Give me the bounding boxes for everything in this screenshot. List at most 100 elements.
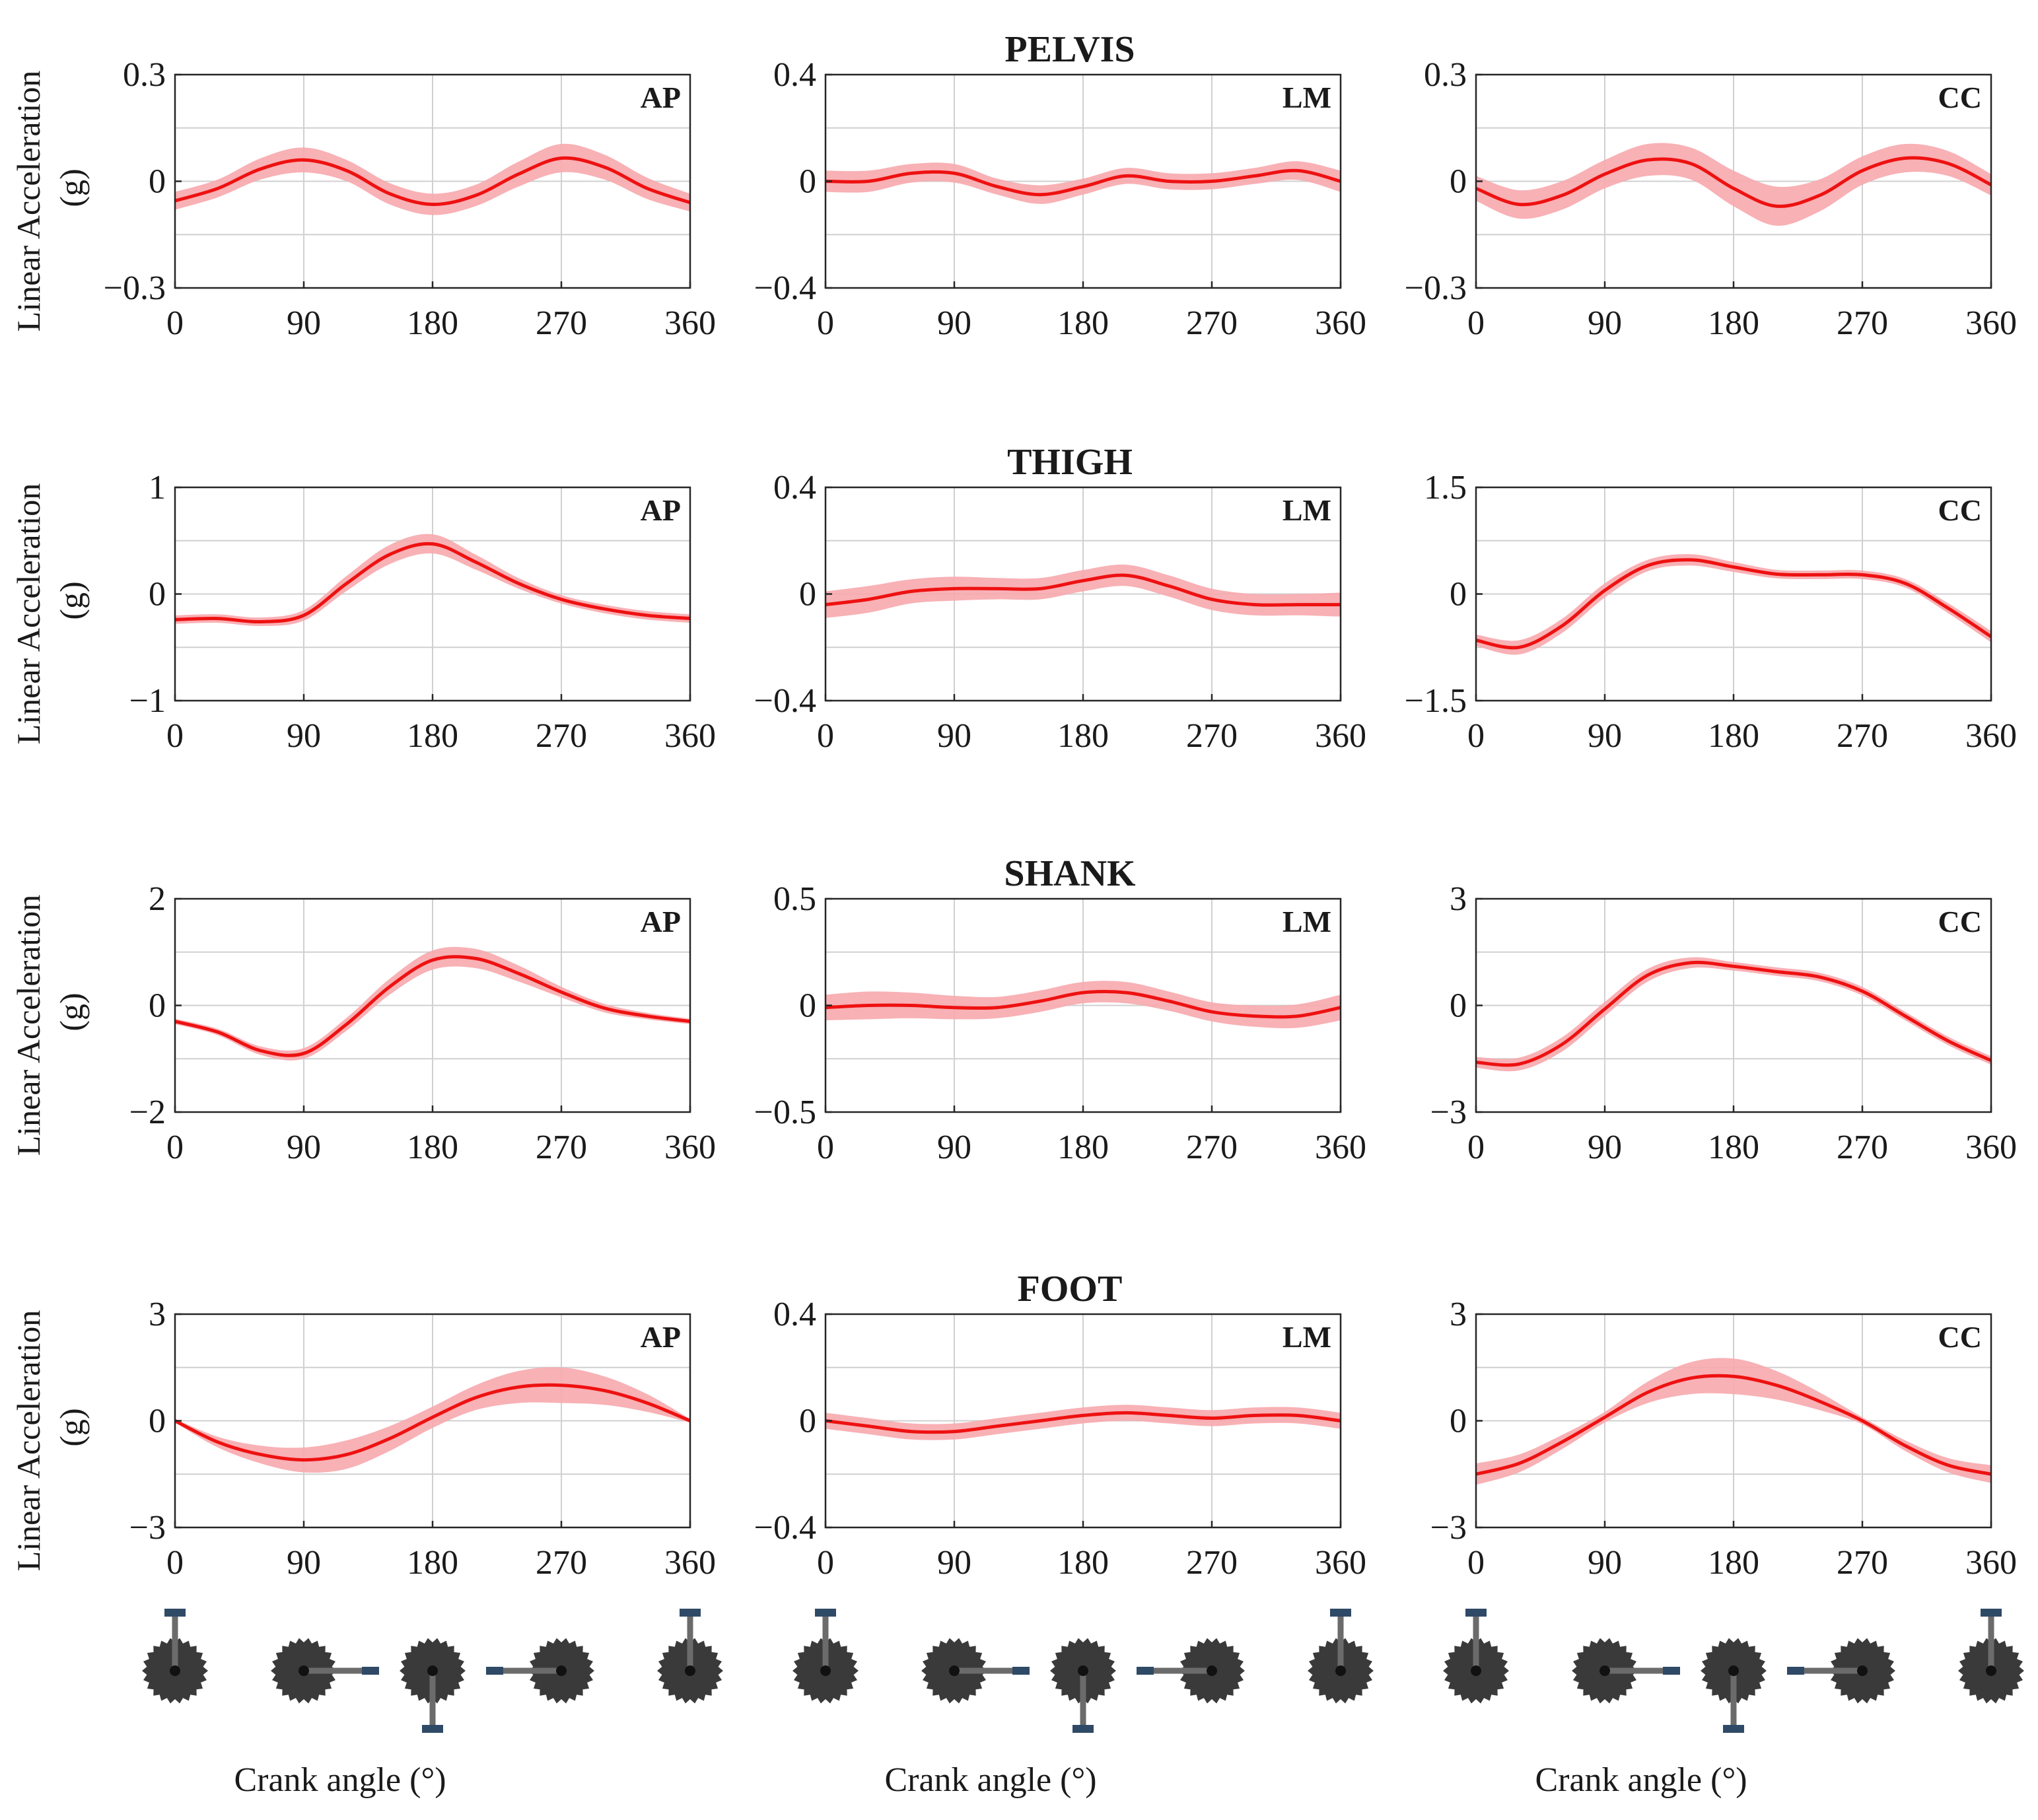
crank-axle (1335, 1665, 1346, 1676)
mean-line (174, 156, 691, 207)
x-tick-label: 360 (1965, 1544, 2017, 1582)
x-tick-label: 360 (664, 1129, 716, 1166)
x-tick-label: 360 (1965, 304, 2017, 342)
crank-axle (1078, 1665, 1088, 1676)
crank-axle (1471, 1665, 1481, 1676)
sd-band (826, 564, 1341, 618)
crank-icon (1137, 1638, 1245, 1704)
y-axis-unit: (g) (53, 581, 90, 619)
y-axis-unit: (g) (53, 993, 90, 1031)
component-label: AP (641, 905, 681, 938)
x-tick-label: 0 (817, 1544, 834, 1582)
x-tick-label: 90 (937, 717, 971, 755)
component-label: AP (641, 81, 681, 114)
component-label: CC (1938, 81, 1982, 114)
x-tick-label: 270 (1837, 717, 1888, 755)
y-tick-label: 0 (799, 987, 816, 1025)
pedal (680, 1609, 701, 1617)
y-tick-label: −3 (1430, 1094, 1467, 1131)
y-tick-label: 0.5 (773, 880, 816, 918)
chart-panel: 0 90 180 270 360−1.501.5CC (1405, 469, 2017, 755)
x-tick-label: 90 (287, 1544, 321, 1582)
x-tick-label: 180 (1057, 717, 1109, 755)
y-axis-label: Linear Acceleration (10, 71, 47, 332)
x-tick-label: 0 (1467, 717, 1485, 755)
crank-axle (1207, 1665, 1217, 1676)
sd-band (1476, 957, 1991, 1072)
chart-panel: 0 90 180 270 360−0.500.5LM (754, 880, 1366, 1166)
x-tick-label: 360 (1315, 717, 1366, 755)
y-tick-label: 3 (1450, 1296, 1467, 1333)
y-tick-label: 3 (1450, 880, 1467, 918)
y-tick-label: −0.4 (754, 1509, 816, 1547)
x-tick-label: 0 (1467, 1544, 1485, 1582)
chart-panel: 0 90 180 270 360−0.400.4LM (754, 56, 1366, 342)
y-tick-label: 0 (799, 1403, 816, 1440)
y-tick-label: 0.3 (123, 56, 166, 94)
x-tick-label: 180 (407, 717, 458, 755)
x-tick-label: 0 (166, 1129, 184, 1166)
crank-axle (949, 1665, 960, 1676)
y-axis-label: Linear Acceleration (10, 1310, 47, 1572)
y-tick-label: −0.5 (754, 1094, 816, 1131)
y-tick-label: −0.4 (754, 682, 816, 720)
y-tick-label: 0.4 (773, 56, 816, 94)
y-tick-label: 3 (149, 1296, 166, 1333)
x-tick-label: 270 (1186, 1129, 1238, 1166)
y-axis-unit: (g) (53, 168, 90, 207)
crank-icon (657, 1609, 723, 1704)
x-tick-label: 90 (937, 1129, 971, 1166)
x-tick-label: 90 (1588, 1544, 1622, 1582)
y-tick-label: −2 (129, 1094, 166, 1131)
crank-icon (921, 1638, 1030, 1704)
x-tick-label: 0 (166, 1544, 184, 1582)
x-tick-label: 180 (1708, 1129, 1759, 1166)
x-tick-label: 180 (407, 1544, 458, 1582)
mean-line (174, 542, 691, 624)
crank-axle (1986, 1665, 1996, 1676)
crank-axle (427, 1665, 438, 1676)
x-tick-label: 90 (1588, 304, 1622, 342)
y-tick-label: 0 (149, 1403, 166, 1440)
sd-band (175, 534, 690, 627)
x-tick-label: 270 (1837, 1129, 1888, 1166)
x-tick-label: 0 (166, 304, 184, 342)
crank-icon (1787, 1638, 1895, 1704)
pedal (362, 1667, 379, 1675)
component-label: CC (1938, 1320, 1982, 1354)
component-label: AP (641, 493, 681, 527)
y-tick-label: −1 (129, 682, 166, 720)
x-tick-label: 360 (1315, 304, 1366, 342)
crank-icon (142, 1609, 208, 1704)
crank-icon (1308, 1609, 1374, 1704)
mean-line (825, 990, 1341, 1019)
row-title: PELVIS (1004, 29, 1135, 70)
x-tick-label: 270 (536, 717, 587, 755)
x-tick-label: 90 (287, 1129, 321, 1166)
x-tick-label: 360 (664, 304, 716, 342)
crank-icon (1050, 1638, 1116, 1733)
crank-icon (400, 1638, 466, 1733)
sd-band (175, 143, 690, 215)
y-tick-label: 0 (149, 576, 166, 613)
mean-line (825, 168, 1341, 197)
y-tick-label: 1.5 (1424, 469, 1467, 507)
x-tick-label: 270 (1186, 304, 1238, 342)
component-label: AP (641, 1320, 681, 1354)
x-tick-label: 0 (817, 304, 834, 342)
mean-line (174, 1383, 691, 1462)
component-label: LM (1283, 905, 1331, 938)
pedal (1981, 1609, 2002, 1617)
chart-panel: 0 90 180 270 360−0.300.3AP (104, 56, 716, 342)
x-tick-label: 180 (1708, 304, 1759, 342)
chart-panel: 0 90 180 270 360−0.300.3CC (1405, 56, 2017, 342)
y-tick-label: −3 (1430, 1509, 1467, 1547)
crank-icon (486, 1638, 594, 1704)
y-tick-label: 0 (149, 163, 166, 201)
sd-band (1476, 1358, 1991, 1485)
pedal (815, 1609, 836, 1617)
x-tick-label: 90 (937, 1544, 971, 1582)
